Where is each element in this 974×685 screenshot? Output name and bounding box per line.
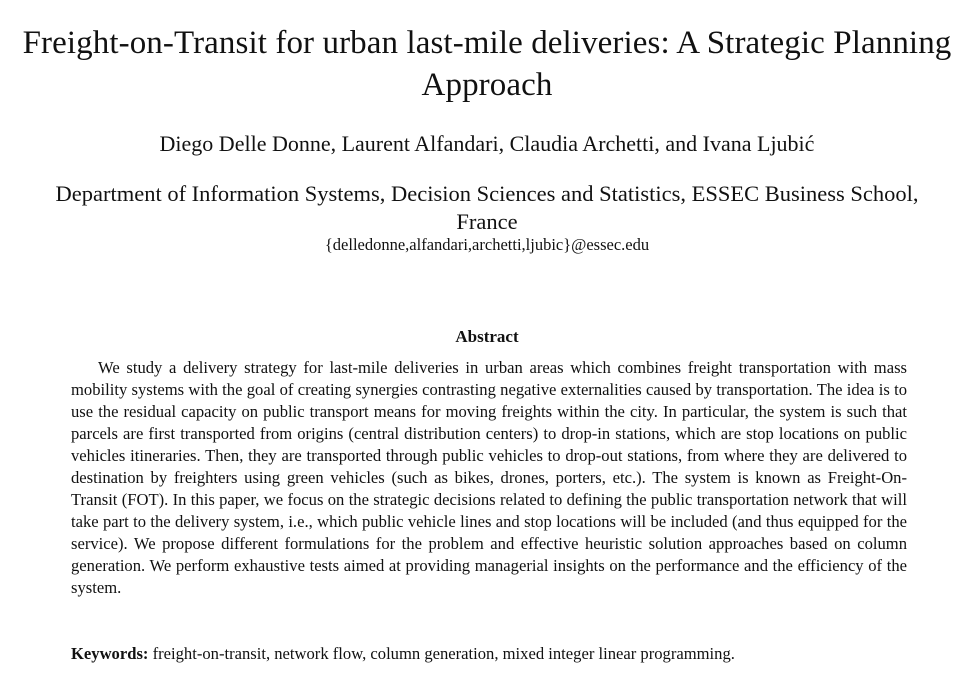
keywords-text: freight-on-transit, network flow, column…: [152, 644, 735, 663]
affiliation: Department of Information Systems, Decis…: [55, 181, 919, 234]
abstract-heading: Abstract: [455, 327, 519, 346]
author-list: Diego Delle Donne, Laurent Alfandari, Cl…: [159, 131, 815, 156]
keywords-label: Keywords:: [71, 644, 149, 663]
abstract-body: We study a delivery strategy for last-mi…: [71, 358, 907, 597]
keywords-line: Keywords: freight-on-transit, network fl…: [71, 643, 907, 665]
paper-title: Freight-on-Transit for urban last-mile d…: [22, 25, 952, 103]
author-emails: {delledonne,alfandari,archetti,ljubic}@e…: [324, 235, 650, 254]
